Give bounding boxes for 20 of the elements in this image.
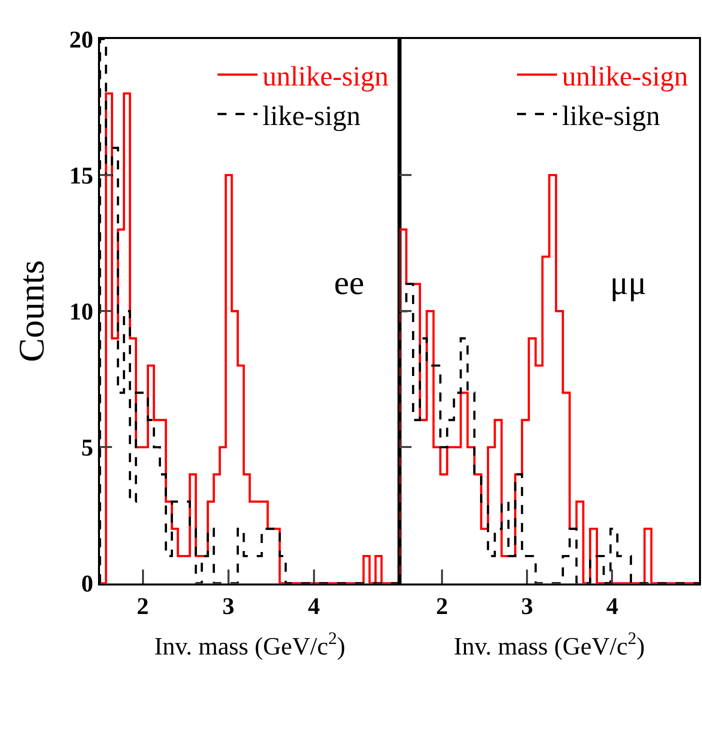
annotation: μμ: [610, 265, 646, 302]
x-axis-title: Inv. mass (GeV/c$^{2}$): [454, 628, 645, 661]
x-tick-label: 2: [436, 594, 448, 620]
x-tick-label: 3: [521, 594, 534, 620]
y-tick-label: 15: [69, 163, 94, 190]
x-tick-label: 4: [308, 594, 320, 620]
x-tick-label: 2: [136, 594, 149, 620]
annotation: ee: [334, 265, 364, 302]
legend-label: like-sign: [562, 100, 660, 132]
x-tick-label: 4: [606, 594, 618, 620]
legend-label: like-sign: [262, 100, 361, 132]
legend-label: unlike-sign: [262, 62, 389, 93]
y-tick-label: 0: [81, 572, 94, 598]
y-tick-label: 20: [69, 27, 94, 54]
y-tick-label: 10: [69, 300, 94, 326]
x-axis-title: Inv. mass (GeV/c$^{2}$): [154, 628, 346, 661]
legend-label: unlike-sign: [562, 62, 688, 93]
y-axis-title: Counts: [12, 260, 52, 362]
x-tick-label: 3: [222, 594, 234, 620]
y-tick-label: 5: [81, 436, 94, 462]
